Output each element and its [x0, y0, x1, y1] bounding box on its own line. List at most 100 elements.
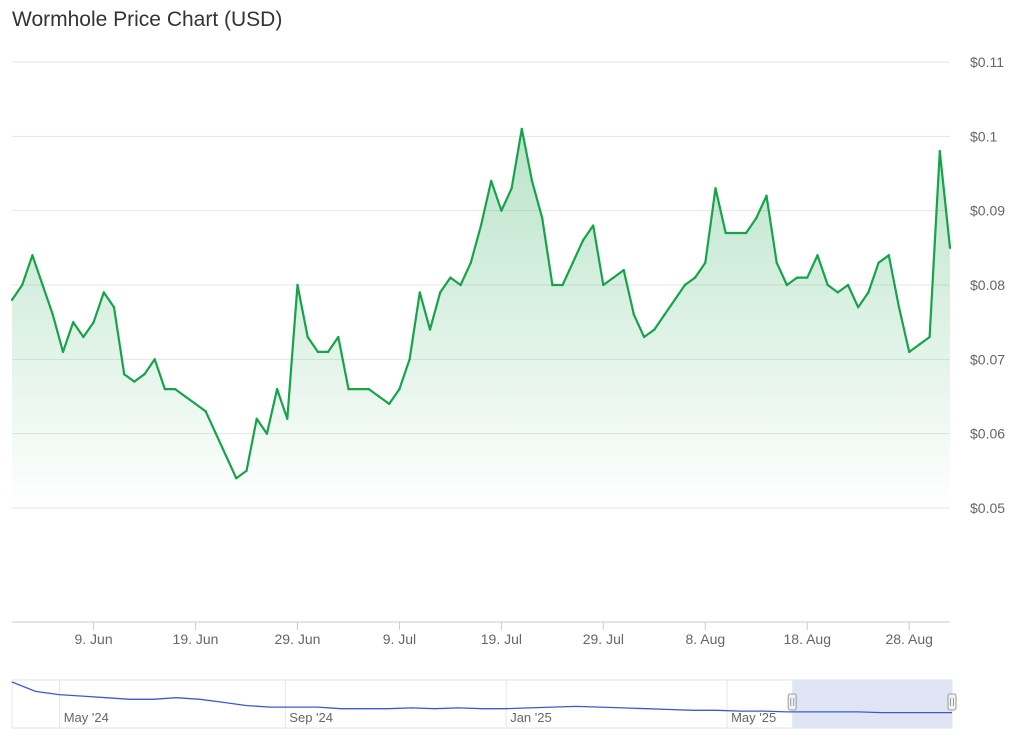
price-point[interactable] — [469, 261, 473, 264]
price-point[interactable] — [520, 127, 523, 131]
price-point[interactable] — [326, 350, 330, 354]
price-point[interactable] — [540, 216, 544, 220]
price-point[interactable] — [337, 335, 340, 339]
price-point[interactable] — [653, 328, 656, 331]
price-point[interactable] — [194, 402, 197, 406]
price-point[interactable] — [642, 335, 646, 339]
price-point[interactable] — [153, 358, 156, 361]
price-point[interactable] — [744, 231, 748, 235]
price-point[interactable] — [235, 477, 238, 480]
price-point[interactable] — [591, 224, 595, 227]
price-point[interactable] — [795, 276, 799, 279]
price-point[interactable] — [561, 283, 564, 287]
price-point[interactable] — [877, 261, 880, 264]
price-point[interactable] — [602, 283, 605, 287]
price-point[interactable] — [806, 276, 809, 279]
price-point[interactable] — [683, 283, 687, 287]
price-point[interactable] — [887, 254, 891, 257]
price-point[interactable] — [204, 410, 207, 413]
price-point[interactable] — [82, 335, 85, 339]
price-point[interactable] — [459, 283, 462, 287]
price-point[interactable] — [173, 387, 177, 391]
price-point[interactable] — [112, 306, 116, 309]
price-point[interactable] — [61, 350, 65, 354]
price-point[interactable] — [357, 387, 360, 391]
price-point[interactable] — [846, 283, 850, 287]
price-point[interactable] — [388, 402, 391, 406]
price-point[interactable] — [785, 283, 789, 287]
navigator-selection[interactable] — [792, 680, 952, 728]
price-point[interactable] — [816, 254, 819, 257]
navigator-handle-right[interactable] — [947, 693, 957, 711]
price-point[interactable] — [408, 358, 411, 361]
price-point[interactable] — [449, 276, 452, 279]
price-point[interactable] — [275, 387, 279, 391]
price-point[interactable] — [734, 231, 738, 235]
price-point[interactable] — [245, 469, 248, 473]
price-point[interactable] — [948, 246, 952, 250]
price-point[interactable] — [826, 283, 829, 287]
price-point[interactable] — [571, 261, 574, 264]
price-point[interactable] — [867, 291, 870, 294]
price-point[interactable] — [20, 283, 24, 287]
price-point[interactable] — [714, 187, 717, 190]
price-point[interactable] — [133, 380, 136, 383]
price-point[interactable] — [296, 283, 299, 287]
price-point[interactable] — [775, 261, 778, 264]
price-point[interactable] — [122, 373, 126, 376]
price-point[interactable] — [724, 231, 727, 235]
price-point[interactable] — [857, 306, 860, 309]
price-point[interactable] — [306, 335, 309, 339]
price-point[interactable] — [663, 313, 666, 316]
price-point[interactable] — [143, 373, 146, 376]
price-point[interactable] — [836, 291, 840, 294]
price-point[interactable] — [755, 216, 758, 220]
price-point[interactable] — [224, 454, 228, 458]
price-point[interactable] — [673, 298, 676, 302]
price-point[interactable] — [316, 350, 320, 354]
price-point[interactable] — [530, 179, 534, 183]
price-point[interactable] — [184, 395, 187, 398]
price-point[interactable] — [612, 276, 615, 279]
price-point[interactable] — [704, 261, 707, 264]
price-point[interactable] — [51, 313, 54, 316]
price-point[interactable] — [938, 150, 942, 153]
price-point[interactable] — [418, 291, 422, 294]
price-point[interactable] — [102, 291, 105, 294]
price-point[interactable] — [928, 335, 931, 339]
price-point[interactable] — [551, 283, 554, 287]
price-point[interactable] — [41, 283, 44, 287]
price-point[interactable] — [632, 313, 636, 316]
price-point[interactable] — [581, 239, 585, 242]
price-point[interactable] — [765, 194, 768, 197]
price-point[interactable] — [428, 328, 432, 331]
price-point[interactable] — [398, 387, 401, 391]
price-point[interactable] — [489, 179, 493, 183]
price-point[interactable] — [510, 187, 513, 190]
plot-area[interactable] — [10, 127, 952, 508]
price-point[interactable] — [377, 395, 381, 398]
price-point[interactable] — [347, 387, 350, 391]
price-point[interactable] — [10, 298, 14, 302]
price-point[interactable] — [163, 387, 167, 391]
price-point[interactable] — [214, 432, 218, 435]
price-point[interactable] — [479, 224, 483, 227]
price-point[interactable] — [367, 387, 371, 391]
price-point[interactable] — [908, 350, 911, 354]
price-point[interactable] — [918, 343, 921, 346]
price-point[interactable] — [255, 417, 258, 420]
x-tick-label: 19. Jun — [173, 631, 219, 647]
price-point[interactable] — [286, 417, 289, 420]
price-point[interactable] — [439, 291, 442, 294]
price-point[interactable] — [92, 320, 95, 324]
price-point[interactable] — [265, 432, 269, 435]
price-point[interactable] — [31, 254, 34, 257]
navigator-handle-left[interactable] — [787, 693, 797, 711]
price-point[interactable] — [71, 320, 75, 324]
range-navigator[interactable]: May '24 Sep '24 Jan '25 May '25 — [11, 679, 957, 729]
price-point[interactable] — [897, 306, 901, 309]
price-point[interactable] — [622, 268, 625, 272]
price-point[interactable] — [500, 209, 503, 212]
y-tick-label: $0.11 — [970, 54, 1004, 70]
price-point[interactable] — [693, 276, 697, 279]
